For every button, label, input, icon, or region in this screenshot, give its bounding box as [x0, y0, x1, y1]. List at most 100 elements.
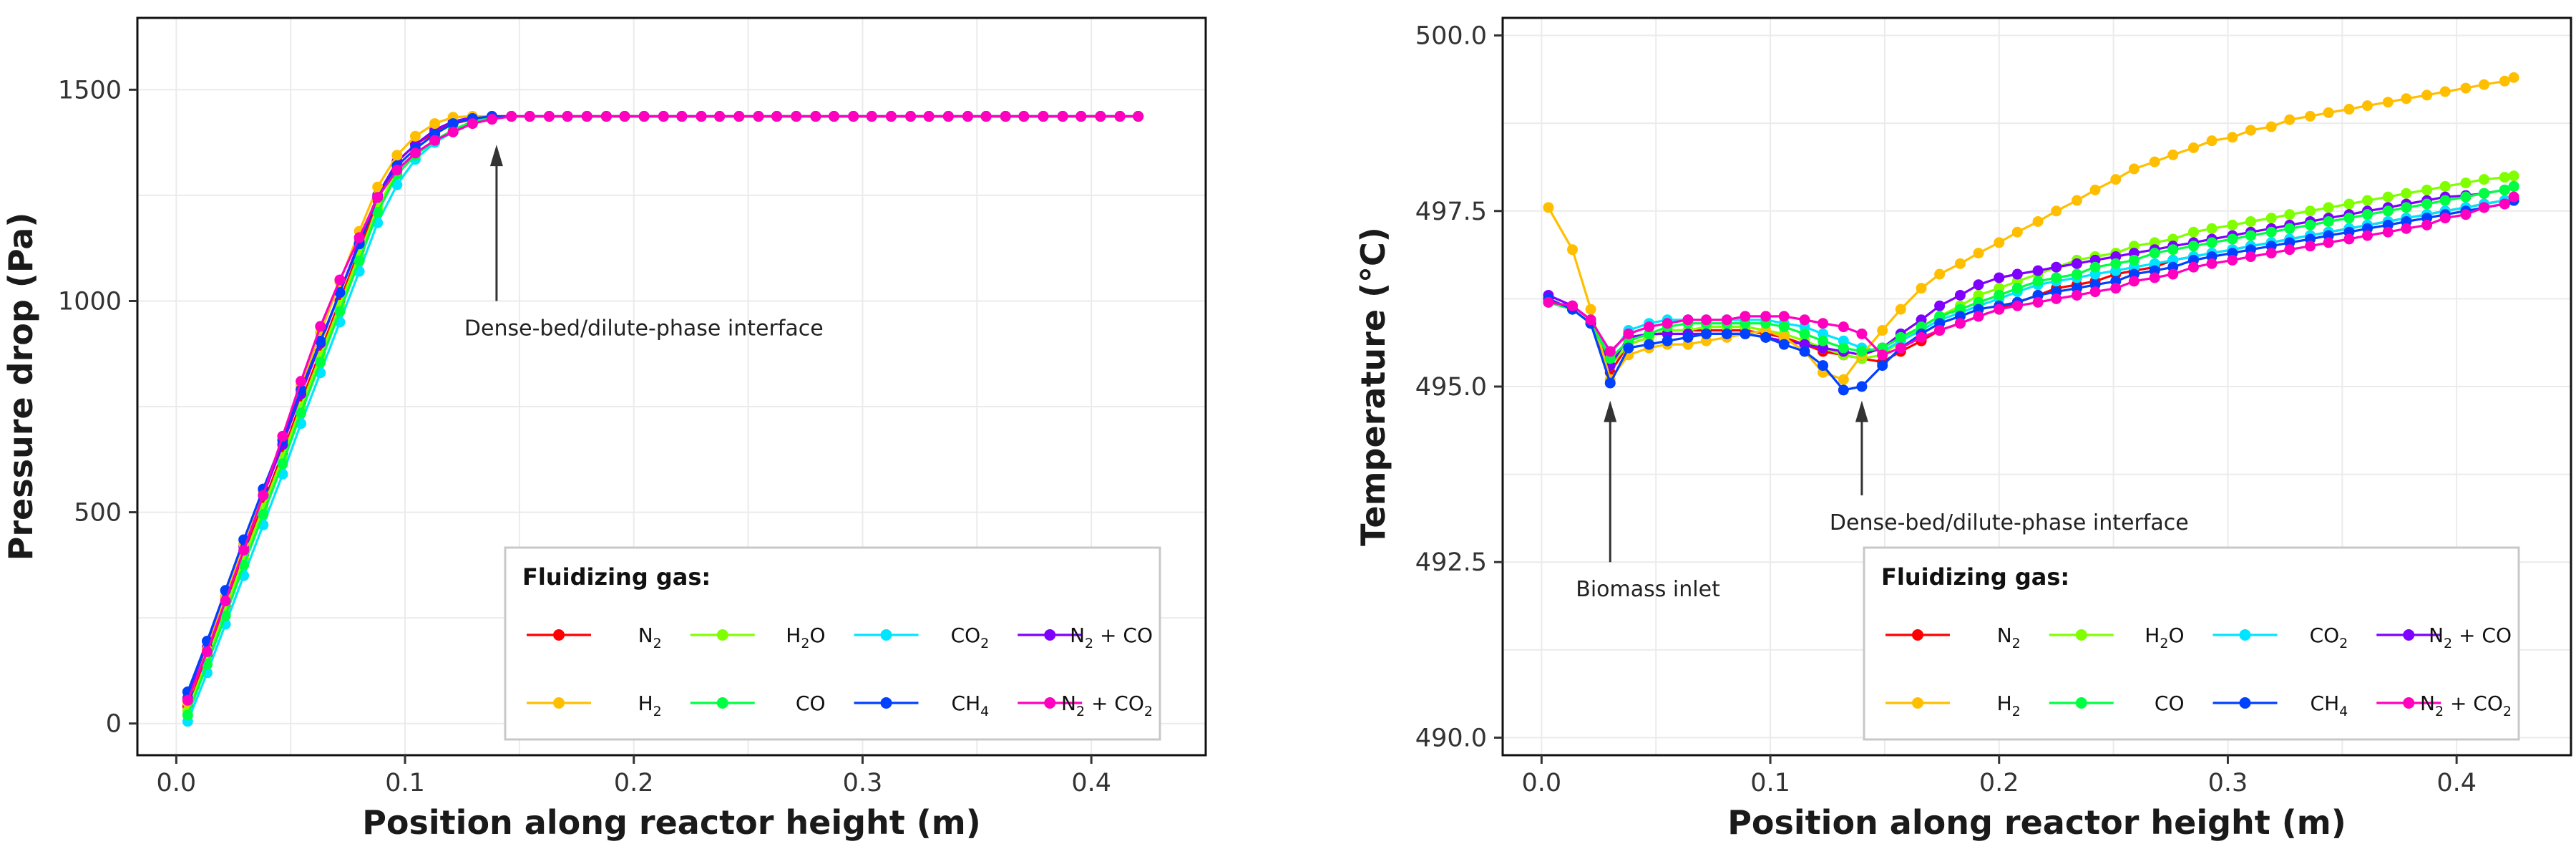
data-point [524, 111, 535, 122]
data-point [2382, 226, 2394, 238]
data-point [2460, 178, 2472, 189]
x-tick-label: 0.0 [1522, 769, 1562, 797]
data-point [2421, 198, 2433, 210]
legend-item: H2 [527, 691, 662, 719]
legend-label: H2O [2145, 623, 2184, 651]
data-point [828, 111, 839, 122]
data-point [1644, 339, 1655, 350]
data-point [315, 321, 326, 332]
data-point [1973, 279, 1984, 291]
data-point [1740, 311, 1751, 322]
data-point [1838, 321, 1849, 333]
annotation: Dense-bed/dilute-phase interface [464, 145, 824, 341]
data-point [2051, 293, 2062, 304]
data-point [1778, 311, 1790, 322]
legend-label: H2 [638, 691, 662, 719]
legend-item: CH4 [2212, 691, 2348, 719]
data-point [2011, 300, 2023, 311]
annotation-label: Dense-bed/dilute-phase interface [464, 316, 824, 341]
data-point [1877, 325, 1888, 336]
data-point [1644, 321, 1655, 333]
legend-swatch-point [2075, 629, 2087, 641]
data-point [600, 111, 612, 122]
data-point [1740, 328, 1751, 339]
data-point [619, 111, 630, 122]
annotation-label: Dense-bed/dilute-phase interface [1830, 510, 2189, 535]
data-point [1567, 300, 1579, 311]
x-tick-label: 0.0 [157, 769, 197, 797]
data-point [2187, 142, 2199, 153]
legend-item: H2O [690, 623, 826, 651]
data-point [1916, 331, 1927, 343]
data-point [2265, 213, 2277, 224]
data-point [1838, 342, 1849, 354]
data-point [2167, 268, 2179, 280]
y-tick-label: 495.0 [1415, 373, 1487, 402]
data-point [1585, 314, 1596, 326]
data-point [2149, 272, 2160, 283]
data-point [2499, 198, 2510, 210]
data-point [2051, 205, 2062, 217]
data-point [2401, 93, 2412, 105]
legend-label: CH4 [952, 691, 990, 719]
legend-label: H2 [1997, 691, 2021, 719]
data-point [1585, 304, 1596, 315]
data-point [1095, 111, 1106, 122]
data-point [2071, 258, 2082, 269]
data-point [1856, 328, 1868, 339]
data-point [581, 111, 592, 122]
data-point [1018, 111, 1030, 122]
data-point [1877, 360, 1888, 372]
data-point [2245, 251, 2256, 263]
legend-label: N2 [1997, 623, 2021, 651]
data-point [2439, 213, 2451, 224]
data-point [1662, 335, 1673, 346]
data-point [2187, 261, 2199, 273]
data-point [2401, 223, 2412, 234]
data-point [1916, 283, 1927, 294]
data-point [980, 111, 992, 122]
data-point [942, 111, 954, 122]
x-tick-label: 0.3 [2208, 769, 2248, 797]
data-point [2508, 72, 2519, 83]
data-point [182, 709, 193, 721]
legend-item: N2 + CO [1018, 623, 1153, 651]
data-point [2110, 283, 2122, 294]
data-point [2265, 226, 2277, 238]
data-point [1818, 360, 1829, 372]
legend: Fluidizing gas: N2 H2O CO2 N2 + CO H2 CO CH4 N2 … [504, 546, 1161, 741]
y-tick-label: 500 [74, 499, 122, 528]
data-point [2508, 180, 2519, 192]
data-point [2051, 261, 2062, 273]
data-point [1543, 202, 1554, 213]
data-point [543, 111, 555, 122]
data-point [220, 610, 231, 621]
legend-swatch-point [716, 629, 728, 641]
data-point [2439, 86, 2451, 97]
legend-swatch-point [880, 629, 892, 641]
data-point [2343, 213, 2355, 224]
y-tick-label: 1000 [58, 287, 122, 316]
data-point [1973, 248, 1984, 259]
data-point [866, 111, 877, 122]
legend-label: N2 + CO [2429, 623, 2512, 651]
data-point [2227, 233, 2238, 245]
legend-label: N2 + CO2 [2420, 691, 2512, 719]
data-point [2149, 248, 2160, 259]
pressure-panel-border [136, 16, 1207, 757]
data-point [2032, 296, 2044, 308]
data-point [2499, 184, 2510, 195]
pressure-drop-panel: 0.0 0.1 0.2 0.3 0.4 0 500 1000 1500 Position alon… [1, 16, 1207, 842]
data-point [1682, 331, 1694, 343]
data-point [2323, 237, 2334, 248]
data-point [1662, 318, 1673, 329]
y-tick-label: 492.5 [1415, 548, 1487, 577]
data-point [2305, 219, 2316, 230]
data-point [2421, 219, 2433, 230]
data-point [2323, 215, 2334, 227]
x-tick-label: 0.2 [1979, 769, 2019, 797]
data-point [885, 111, 897, 122]
data-point [372, 181, 384, 193]
data-point [1778, 339, 1790, 350]
